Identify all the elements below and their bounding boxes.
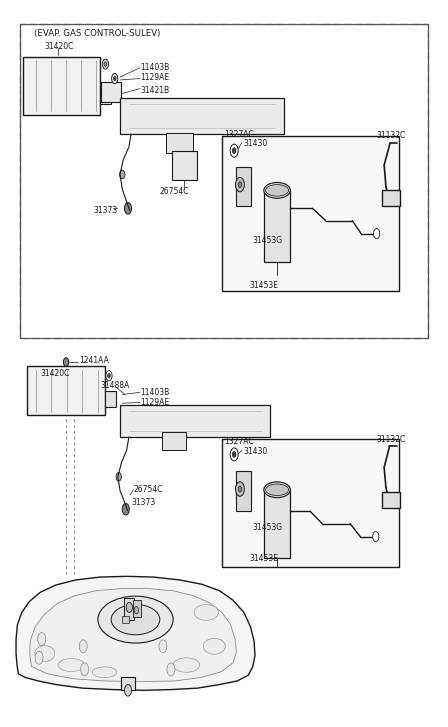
Text: 31453G: 31453G: [253, 236, 283, 245]
Bar: [264, 190, 290, 262]
Bar: [172, 151, 197, 180]
Text: 1327AC: 1327AC: [224, 437, 254, 446]
Text: 31421B: 31421B: [140, 87, 169, 95]
Circle shape: [120, 170, 125, 179]
Bar: [122, 616, 129, 623]
Bar: [21, 25, 427, 338]
Circle shape: [116, 473, 121, 481]
Text: 31132C: 31132C: [377, 131, 406, 140]
Text: 31430: 31430: [243, 139, 267, 148]
Bar: [125, 598, 134, 619]
Circle shape: [159, 640, 167, 653]
Bar: [236, 166, 251, 206]
Circle shape: [35, 651, 43, 664]
Text: 1129AE: 1129AE: [140, 398, 169, 407]
Bar: [222, 136, 399, 292]
Bar: [104, 391, 116, 407]
Text: 1327AC: 1327AC: [224, 129, 254, 139]
Circle shape: [106, 371, 112, 381]
Ellipse shape: [92, 667, 117, 678]
Ellipse shape: [264, 182, 290, 198]
Circle shape: [134, 606, 138, 614]
Bar: [101, 82, 121, 103]
Text: 31420C: 31420C: [40, 369, 70, 378]
Ellipse shape: [194, 604, 219, 620]
Bar: [120, 98, 284, 134]
Bar: [222, 438, 399, 567]
Text: 31453E: 31453E: [250, 281, 279, 290]
Text: 1129AE: 1129AE: [140, 73, 169, 82]
Text: 31373: 31373: [94, 206, 118, 215]
Circle shape: [233, 451, 236, 457]
Circle shape: [167, 663, 175, 676]
Text: 11403B: 11403B: [140, 63, 169, 72]
Ellipse shape: [266, 185, 289, 196]
Bar: [162, 432, 186, 450]
Circle shape: [230, 448, 238, 461]
Circle shape: [108, 374, 110, 378]
Bar: [23, 57, 100, 115]
PathPatch shape: [16, 577, 255, 691]
Circle shape: [230, 144, 238, 157]
Text: 31430: 31430: [243, 447, 267, 456]
Circle shape: [102, 59, 108, 69]
Ellipse shape: [111, 604, 160, 635]
Circle shape: [64, 358, 69, 366]
Bar: [236, 471, 251, 510]
Bar: [120, 406, 271, 437]
Circle shape: [113, 76, 116, 81]
Text: (EVAP. GAS CONTROL-SULEV): (EVAP. GAS CONTROL-SULEV): [34, 28, 160, 38]
Circle shape: [112, 73, 118, 84]
Text: 26754C: 26754C: [160, 188, 190, 196]
Ellipse shape: [35, 646, 55, 662]
Text: 31488A: 31488A: [100, 381, 129, 390]
Text: 26754C: 26754C: [134, 485, 163, 494]
Ellipse shape: [173, 658, 200, 672]
Ellipse shape: [203, 638, 225, 654]
PathPatch shape: [30, 589, 237, 682]
Bar: [21, 25, 427, 338]
Text: 1241AA: 1241AA: [79, 356, 109, 365]
Circle shape: [236, 482, 244, 497]
Ellipse shape: [98, 596, 173, 643]
Bar: [121, 678, 135, 691]
Ellipse shape: [266, 484, 289, 496]
Circle shape: [238, 486, 242, 492]
Text: 31420C: 31420C: [45, 41, 74, 51]
Bar: [167, 132, 193, 153]
Circle shape: [126, 602, 133, 612]
Circle shape: [373, 531, 379, 542]
Bar: [27, 366, 104, 415]
Ellipse shape: [58, 659, 85, 672]
Circle shape: [122, 504, 129, 515]
Circle shape: [79, 640, 87, 653]
Bar: [100, 88, 111, 104]
Ellipse shape: [264, 482, 290, 498]
Bar: [382, 492, 400, 507]
Bar: [382, 190, 400, 206]
Circle shape: [125, 685, 132, 696]
Circle shape: [238, 182, 242, 188]
Text: 31373: 31373: [131, 497, 155, 507]
Bar: [134, 600, 141, 617]
Circle shape: [125, 203, 132, 214]
Circle shape: [374, 228, 380, 238]
Text: 31453E: 31453E: [250, 554, 279, 563]
Text: 31132C: 31132C: [377, 435, 406, 444]
Circle shape: [38, 632, 46, 646]
Circle shape: [81, 663, 89, 676]
Text: 31453G: 31453G: [253, 523, 283, 531]
Circle shape: [104, 62, 107, 66]
Bar: [264, 490, 290, 558]
Circle shape: [233, 148, 236, 153]
Circle shape: [236, 177, 244, 192]
Text: 11403B: 11403B: [140, 388, 169, 397]
